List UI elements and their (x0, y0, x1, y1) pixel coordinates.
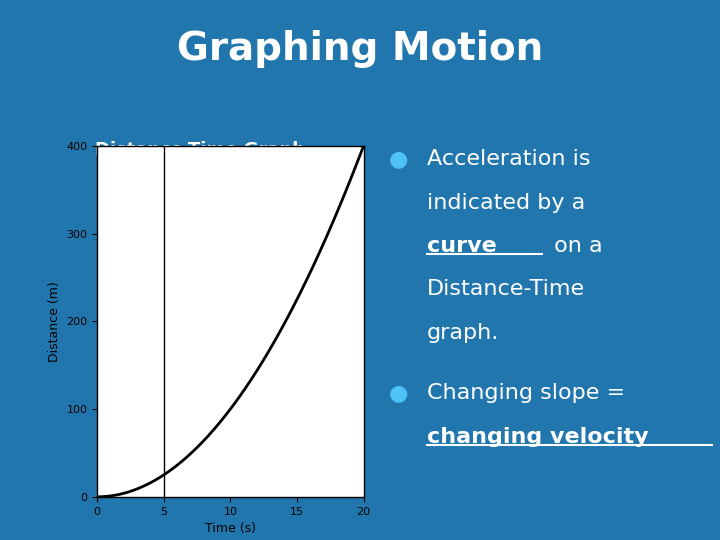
Y-axis label: Distance (m): Distance (m) (48, 281, 60, 362)
Text: Distance-Time: Distance-Time (427, 280, 585, 300)
Text: Changing slope =: Changing slope = (427, 383, 625, 403)
Text: Graphing Motion: Graphing Motion (177, 30, 543, 68)
Text: ●: ● (389, 149, 408, 169)
Text: curve: curve (427, 236, 497, 256)
Text: changing velocity: changing velocity (427, 427, 649, 447)
Text: Acceleration is: Acceleration is (427, 149, 590, 169)
Text: ●: ● (389, 383, 408, 403)
Text: on a: on a (547, 236, 603, 256)
Text: Distance-Time Graph: Distance-Time Graph (95, 141, 305, 159)
Text: graph.: graph. (427, 323, 499, 343)
Text: indicated by a: indicated by a (427, 193, 585, 213)
X-axis label: Time (s): Time (s) (205, 522, 256, 535)
